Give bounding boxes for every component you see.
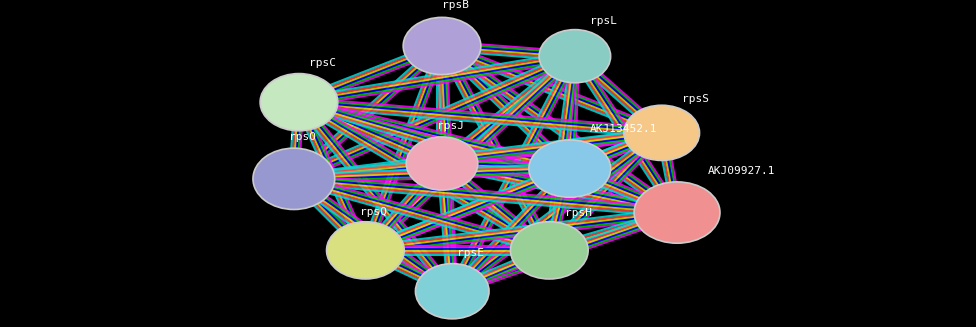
Ellipse shape [327, 222, 404, 279]
Text: rpsC: rpsC [309, 59, 336, 68]
Text: rpsE: rpsE [458, 248, 484, 258]
Ellipse shape [253, 148, 335, 210]
Ellipse shape [624, 105, 700, 161]
Ellipse shape [261, 74, 338, 131]
Ellipse shape [416, 264, 489, 319]
Ellipse shape [510, 222, 589, 279]
Text: rpsL: rpsL [590, 16, 617, 26]
Ellipse shape [406, 137, 478, 190]
Text: rpsQ: rpsQ [360, 207, 387, 217]
Text: rpsJ: rpsJ [437, 121, 464, 131]
Ellipse shape [634, 182, 720, 243]
Text: rpsB: rpsB [442, 0, 469, 10]
Text: AKJ09927.1: AKJ09927.1 [708, 166, 775, 176]
Ellipse shape [539, 30, 611, 83]
Text: rpsS: rpsS [682, 94, 710, 104]
Text: rpsH: rpsH [565, 208, 591, 218]
Ellipse shape [529, 140, 611, 197]
Text: rpsO: rpsO [289, 132, 315, 142]
Ellipse shape [403, 17, 481, 75]
Text: AKJ13452.1: AKJ13452.1 [590, 124, 658, 134]
